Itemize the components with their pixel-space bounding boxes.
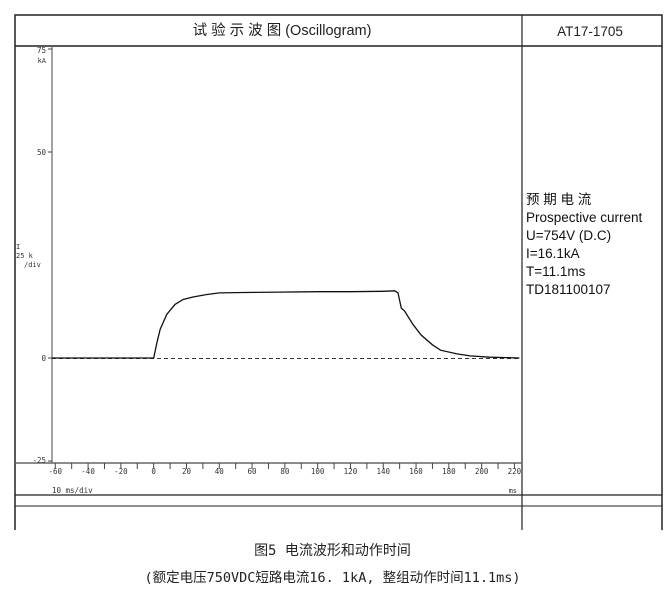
info-report-id: TD181100107 [526,282,611,297]
x-tick-label: 140 [376,467,390,476]
x-tick-label: 60 [248,467,258,476]
oscillogram-figure: 试 验 示 波 图 (Oscillogram) AT17-1705 -25 0 50… [14,14,663,530]
y-tick-label: -25 [32,456,46,465]
x-tick-label: 220 [508,467,522,476]
y-scale-line: I [16,243,20,251]
header-title: 试 验 示 波 图 (Oscillogram) [193,22,372,39]
y-ticks: -25 0 50 75 [32,46,52,465]
x-tick-label: 40 [215,467,225,476]
y-scale-line: 25 k [16,252,34,260]
x-tick-label: 120 [344,467,358,476]
x-tick-label: -40 [81,467,95,476]
info-current: I=16.1kA [526,246,580,261]
x-tick-label: -20 [114,467,128,476]
table-frame [14,14,663,530]
info-title-cn: 预 期 电 流 [526,192,592,207]
y-scale-label: I 25 k/div [16,243,41,269]
info-time: T=11.1ms [526,264,586,279]
y-tick-label: 75 [37,46,46,55]
x-tick-label: 160 [409,467,423,476]
info-title-en: Prospective current [526,210,643,225]
x-tick-label: -60 [49,467,63,476]
header-code: AT17-1705 [557,24,623,39]
figure-subcaption: (额定电压750VDC短路电流16. 1kA, 整组动作时间11.1ms) [144,570,521,586]
figure-caption: 图5 电流波形和动作时间 [254,543,411,559]
x-tick-label: 20 [182,467,192,476]
x-tick-label: 80 [280,467,290,476]
prospective-current-info: 预 期 电 流 Prospective current U=754V (D.C)… [526,191,642,299]
outer-border [14,14,663,530]
x-tick-label: 200 [475,467,489,476]
x-scale-label: 10 ms/div [52,486,93,495]
y-scale-line: /div [24,261,41,269]
x-tick-label: 100 [311,467,325,476]
y-tick-label: 0 [41,354,46,363]
info-voltage: U=754V (D.C) [526,228,612,243]
x-ticks: -60 -40 -20 0 20 40 60 80 100 120 140 160 180 200 220 [49,463,522,476]
x-tick-label: 0 [151,467,156,476]
x-unit-label: ms [509,487,517,495]
y-unit-label: kA [38,57,47,65]
y-tick-label: 50 [37,148,47,157]
x-tick-label: 180 [442,467,456,476]
current-waveform-line [52,290,520,359]
